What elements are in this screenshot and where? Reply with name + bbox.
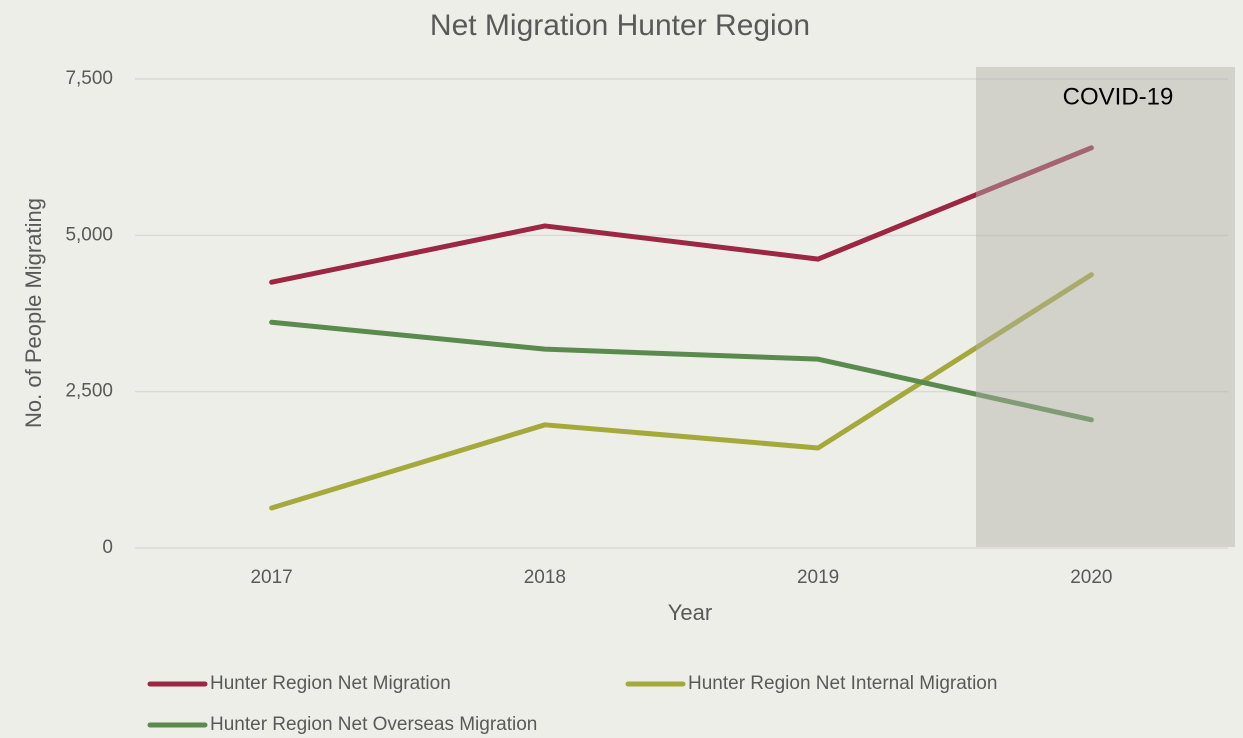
- series-line: [269, 319, 1094, 423]
- x-tick-label: 2019: [797, 567, 839, 588]
- y-tick-label: 7,500: [65, 68, 113, 89]
- legend-label: Hunter Region Net Migration: [210, 673, 451, 694]
- y-tick-label: 2,500: [65, 381, 113, 402]
- annotation: COVID-19: [1063, 83, 1174, 110]
- covid-shade: [976, 67, 1235, 547]
- x-axis-label: Year: [668, 600, 712, 625]
- x-tick-label: 2018: [524, 567, 566, 588]
- y-tick-label: 0: [102, 537, 113, 558]
- series-line: [269, 145, 1094, 285]
- y-tick-label: 5,000: [65, 224, 113, 245]
- legend-label: Hunter Region Net Overseas Migration: [210, 714, 537, 735]
- series-line: [269, 272, 1094, 511]
- x-tick-label: 2017: [250, 567, 292, 588]
- legend-label: Hunter Region Net Internal Migration: [688, 673, 997, 694]
- x-tick-label: 2020: [1070, 567, 1112, 588]
- y-axis-label: No. of People Migrating: [21, 198, 46, 428]
- chart-title: Net Migration Hunter Region: [430, 9, 810, 42]
